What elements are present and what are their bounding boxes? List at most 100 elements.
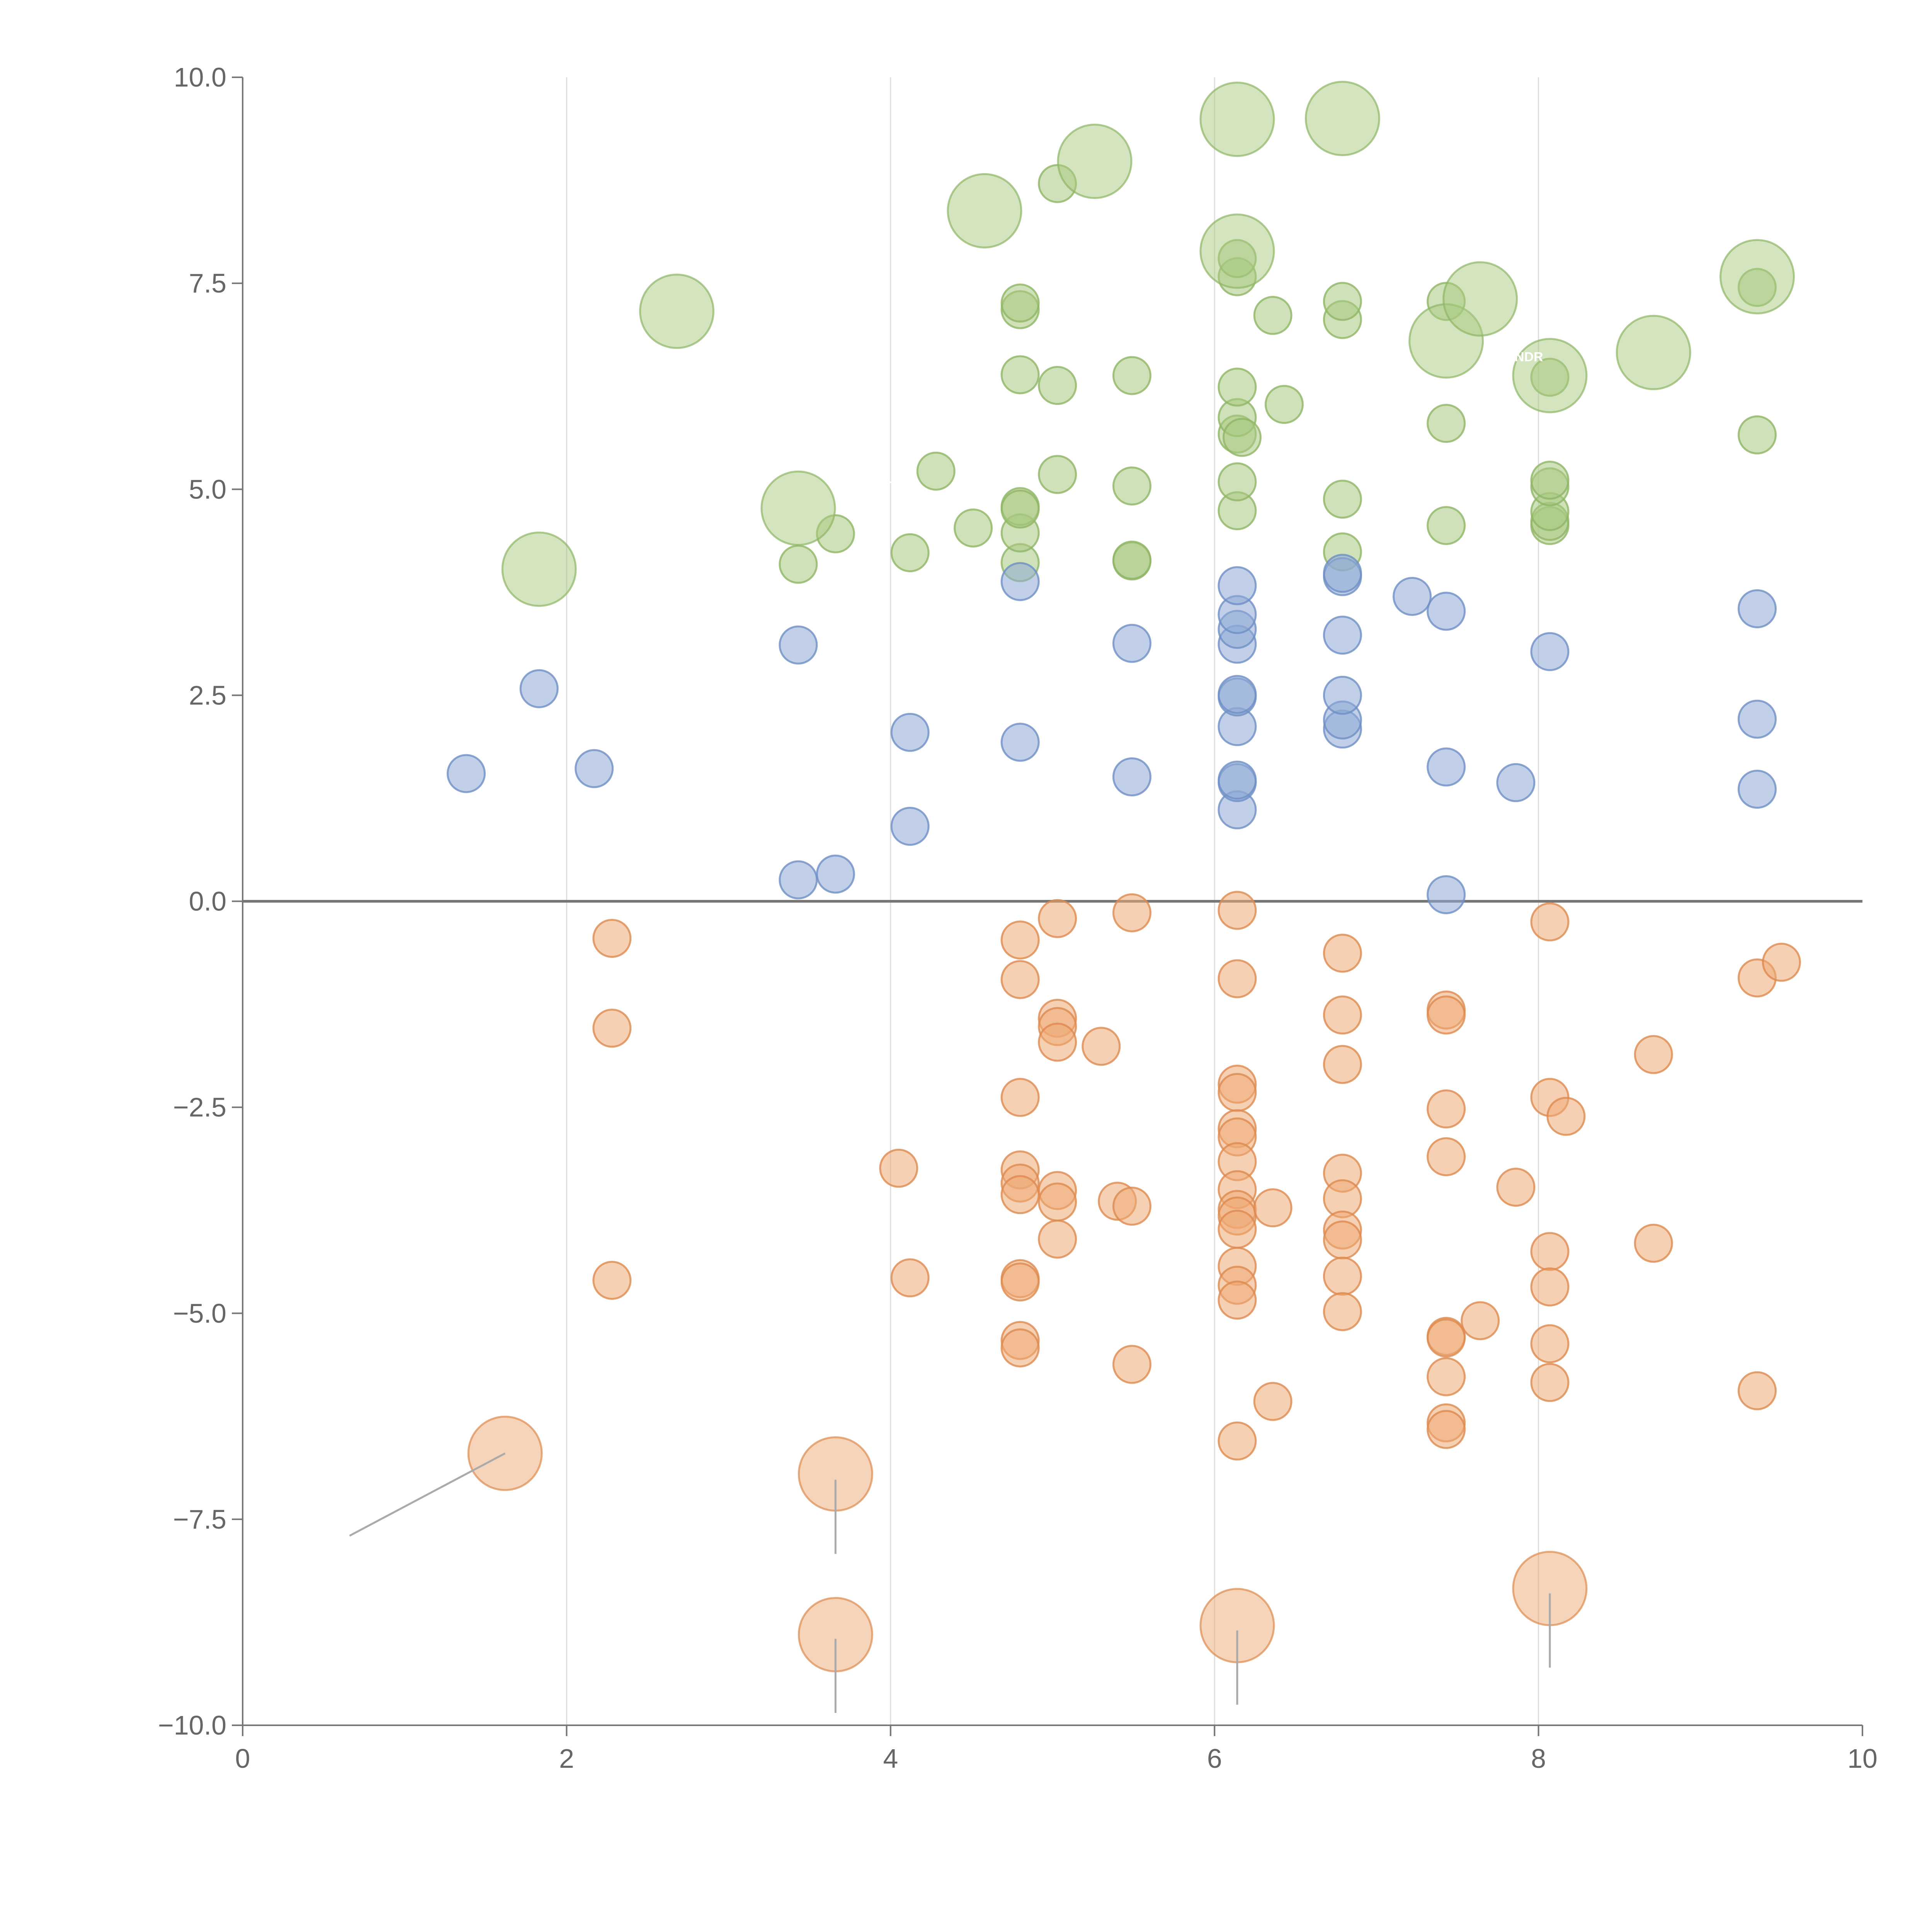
orange-point-71: [1634, 1035, 1673, 1074]
blue-point-32: [1496, 763, 1536, 802]
green-large-point-10: [1512, 338, 1588, 413]
blue-point-31: [1427, 592, 1466, 631]
orange-point-15: [1038, 899, 1077, 938]
green-large-point-11: [1616, 315, 1691, 390]
orange-point-25: [1112, 1187, 1151, 1226]
orange-point-55: [1427, 1089, 1466, 1129]
orange-point-28: [1218, 959, 1257, 998]
green-point-42: [1738, 415, 1777, 455]
orange-point-54: [1427, 995, 1466, 1035]
blue-point-17: [1218, 675, 1257, 714]
green-point-23: [1218, 367, 1257, 407]
orange-point-7: [1000, 1078, 1040, 1117]
orange-point-50: [1323, 1220, 1362, 1260]
green-large-point-1: [639, 274, 714, 349]
green-large-point-7: [1304, 81, 1380, 156]
y-tick-label-2: 5.0: [189, 474, 226, 504]
x-tick-label-3: 6: [1207, 1743, 1222, 1774]
x-tick-label-5: 10: [1847, 1743, 1878, 1774]
orange-point-26: [1112, 1345, 1151, 1384]
orange-point-37: [1218, 1209, 1257, 1249]
green-point-17: [1112, 466, 1151, 506]
orange-point-3: [879, 1148, 918, 1188]
blue-point-34: [1738, 769, 1777, 809]
green-point-20: [1218, 462, 1257, 502]
orange-point-44: [1323, 934, 1362, 973]
blue-point-25: [1323, 616, 1362, 655]
orange-point-62: [1461, 1301, 1500, 1340]
orange-point-59: [1427, 1357, 1466, 1396]
blue-point-27: [1323, 554, 1362, 593]
data-points: [446, 81, 1801, 1672]
y-tick-label-5: −2.5: [173, 1092, 226, 1122]
blue-point-28: [1393, 577, 1432, 616]
green-large-point-0: [501, 531, 577, 607]
green-large-point-2: [760, 470, 836, 546]
orange-point-24: [1112, 893, 1151, 932]
orange-point-14: [1000, 1328, 1040, 1367]
green-point-27: [1253, 296, 1293, 335]
green-point-32: [1323, 282, 1362, 321]
orange-point-27: [1218, 891, 1257, 930]
y-tick-label-0: 10.0: [174, 62, 226, 92]
orange-point-21: [1038, 1219, 1077, 1259]
y-tick-label-6: −5.0: [173, 1298, 226, 1328]
orange-point-72: [1634, 1223, 1673, 1263]
x-tick-label-4: 8: [1531, 1743, 1546, 1774]
blue-point-5: [816, 854, 855, 894]
orange-point-5: [1000, 920, 1040, 960]
blue-point-4: [779, 625, 818, 665]
orange-point-4: [890, 1258, 930, 1298]
orange-point-67: [1530, 1267, 1570, 1307]
orange-point-0: [592, 918, 632, 958]
green-large-point-6: [1199, 213, 1275, 289]
blue-point-35: [1738, 699, 1777, 739]
green-large-point-4: [1057, 124, 1133, 199]
green-large-point-5: [1199, 82, 1275, 157]
orange-point-61: [1427, 1410, 1466, 1449]
green-point-3: [916, 451, 956, 491]
orange-point-20: [1038, 1182, 1077, 1222]
green-large-point-12: [1719, 239, 1795, 315]
blue-point-9: [1000, 562, 1040, 601]
blue-point-6: [890, 806, 930, 846]
orange-point-70: [1546, 1097, 1586, 1136]
blue-point-7: [890, 713, 930, 752]
blue-point-30: [1427, 747, 1466, 787]
blue-point-10: [1112, 757, 1151, 796]
orange-point-10: [1000, 1175, 1040, 1214]
blue-point-3: [779, 860, 818, 900]
orange-point-69: [1530, 1363, 1570, 1402]
orange-point-2: [592, 1260, 632, 1300]
green-point-33: [1427, 506, 1466, 545]
orange-point-12: [1000, 1262, 1040, 1302]
axes: 10.0 7.5 5.0 2.5 0.0 −2.5 −5.0 −7.5 −10.0 0 2 4 6 8 10: [158, 62, 1878, 1774]
annotation-la: LA: [885, 471, 902, 486]
blue-point-1: [519, 669, 559, 708]
y-tick-label-3: 2.5: [189, 680, 226, 710]
annotations: NDR LA: [885, 350, 1543, 486]
blue-point-33: [1530, 632, 1570, 671]
green-point-0: [779, 544, 818, 584]
green-point-30: [1323, 480, 1362, 519]
orange-point-52: [1323, 1292, 1362, 1331]
orange-point-68: [1530, 1324, 1570, 1364]
orange-point-30: [1218, 1073, 1257, 1112]
x-tick-label-1: 2: [559, 1743, 574, 1774]
green-point-12: [1038, 455, 1077, 494]
orange-point-1: [592, 1009, 632, 1048]
y-tick-label-8: −10.0: [158, 1710, 226, 1740]
blue-point-29: [1427, 875, 1466, 914]
orange-point-74: [1738, 1371, 1777, 1410]
blue-point-24: [1323, 675, 1362, 715]
blue-point-21: [1218, 566, 1257, 605]
green-point-16: [1112, 541, 1151, 580]
green-point-34: [1427, 404, 1466, 443]
green-point-18: [1112, 356, 1151, 395]
orange-point-18: [1038, 1022, 1077, 1062]
blue-point-14: [1218, 760, 1257, 800]
orange-point-46: [1323, 1045, 1362, 1084]
orange-point-22: [1082, 1027, 1121, 1066]
green-point-28: [1264, 385, 1304, 424]
blue-point-0: [446, 754, 486, 793]
